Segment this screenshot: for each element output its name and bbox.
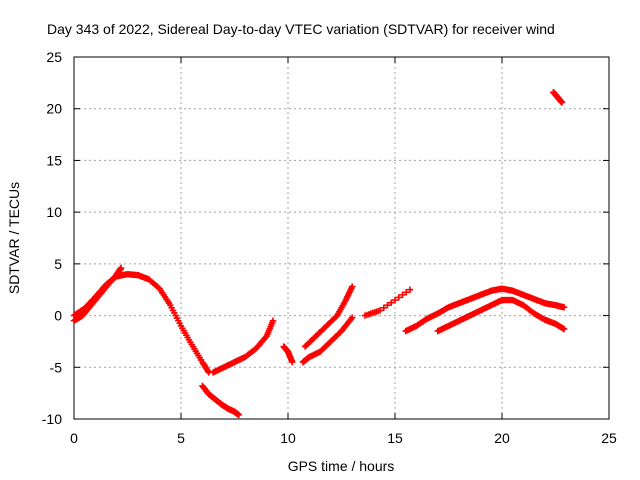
data-point <box>406 286 414 293</box>
data-point <box>395 294 402 301</box>
data-point <box>349 314 356 321</box>
data-point <box>117 264 125 272</box>
series-track-d <box>209 317 277 376</box>
data-point <box>289 358 296 366</box>
x-tick-label: 15 <box>387 430 403 446</box>
data-points <box>70 88 568 419</box>
plot-frame <box>73 56 610 420</box>
y-tick-label: 15 <box>46 152 62 168</box>
series-track-b <box>70 264 125 324</box>
axis-ticks: 0 5 10 15 20 25 -10 -5 0 5 10 15 20 25 <box>42 49 617 446</box>
data-point <box>235 411 242 419</box>
data-point <box>399 291 406 299</box>
y-tick-label: 0 <box>54 308 62 324</box>
y-tick-label: 20 <box>46 101 62 117</box>
y-tick-label: 5 <box>54 256 62 272</box>
series-track-g <box>301 283 356 350</box>
series-track-k <box>550 88 566 106</box>
y-tick-label: 10 <box>46 204 62 220</box>
data-point <box>204 367 212 375</box>
data-point <box>560 304 568 311</box>
series-track-f <box>299 314 356 366</box>
data-point <box>391 296 399 304</box>
x-tick-label: 10 <box>280 430 296 446</box>
grid-lines <box>74 57 609 419</box>
x-axis-label: GPS time / hours <box>288 458 395 474</box>
y-tick-label: 25 <box>46 49 62 65</box>
x-tick-label: 25 <box>601 430 617 446</box>
series-track-h <box>361 286 414 319</box>
data-point <box>384 302 391 309</box>
data-point <box>376 307 384 314</box>
series-track-i <box>402 285 568 335</box>
data-point <box>349 283 356 290</box>
chart-title: Day 343 of 2022, Sidereal Day-to-day VTE… <box>47 21 555 37</box>
series-track-a <box>70 271 213 376</box>
data-point <box>558 99 566 106</box>
y-tick-label: -5 <box>50 359 63 375</box>
y-axis-label: SDTVAR / TECUs <box>6 182 22 294</box>
data-point <box>380 304 387 312</box>
data-point <box>403 289 410 296</box>
y-tick-label: -10 <box>42 411 62 427</box>
data-point <box>269 317 277 324</box>
x-tick-label: 20 <box>494 430 510 446</box>
data-point <box>388 299 395 306</box>
x-tick-label: 0 <box>70 430 78 446</box>
data-point <box>560 325 568 333</box>
series-track-e <box>280 343 296 366</box>
x-tick-label: 5 <box>177 430 185 446</box>
series-track-j <box>434 296 568 335</box>
series-track-c <box>199 382 242 419</box>
